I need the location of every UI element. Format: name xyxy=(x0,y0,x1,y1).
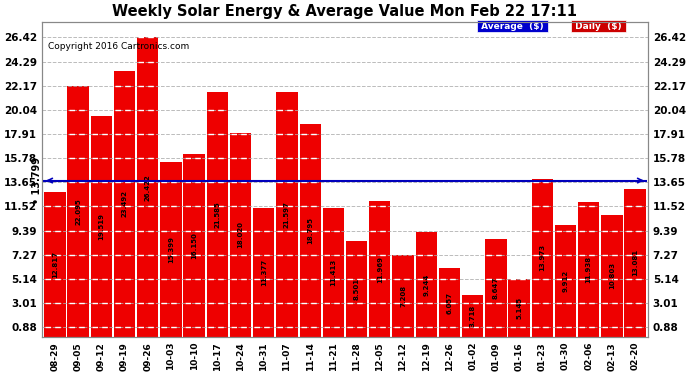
Text: Average  (\$): Average (\$) xyxy=(478,22,547,31)
Bar xyxy=(253,208,275,337)
Bar xyxy=(555,225,576,337)
Text: 21.585: 21.585 xyxy=(215,201,220,228)
Bar xyxy=(90,116,112,337)
Bar xyxy=(184,154,205,337)
Text: 11.938: 11.938 xyxy=(586,256,591,283)
Text: 19.519: 19.519 xyxy=(99,213,104,240)
Bar xyxy=(207,92,228,337)
Text: 18.795: 18.795 xyxy=(307,217,313,244)
Text: 13.973: 13.973 xyxy=(540,244,545,272)
Text: 11.969: 11.969 xyxy=(377,256,383,283)
Text: 26.422: 26.422 xyxy=(145,174,150,201)
Bar xyxy=(137,38,159,337)
Text: 9.244: 9.244 xyxy=(423,273,429,296)
Text: 21.597: 21.597 xyxy=(284,201,290,228)
Text: 16.150: 16.150 xyxy=(191,232,197,259)
Text: 8.501: 8.501 xyxy=(353,278,359,300)
Bar xyxy=(509,279,530,337)
Text: 6.057: 6.057 xyxy=(446,292,453,314)
Title: Weekly Solar Energy & Average Value Mon Feb 22 17:11: Weekly Solar Energy & Average Value Mon … xyxy=(112,4,578,19)
Text: 11.377: 11.377 xyxy=(261,259,267,286)
Bar xyxy=(485,239,506,337)
Bar xyxy=(114,70,135,337)
Text: 13.081: 13.081 xyxy=(632,249,638,276)
Text: • 13.799: • 13.799 xyxy=(32,157,42,204)
Bar xyxy=(346,241,367,337)
Bar xyxy=(415,232,437,337)
Bar xyxy=(601,214,622,337)
Text: 9.912: 9.912 xyxy=(562,270,569,292)
Text: 8.647: 8.647 xyxy=(493,277,499,299)
Bar xyxy=(230,133,251,337)
Bar xyxy=(160,162,181,337)
Text: Copyright 2016 Cartronics.com: Copyright 2016 Cartronics.com xyxy=(48,42,190,51)
Bar xyxy=(393,255,414,337)
Text: 5.145: 5.145 xyxy=(516,297,522,319)
Bar xyxy=(276,92,297,337)
Bar xyxy=(439,268,460,337)
Text: 7.208: 7.208 xyxy=(400,285,406,307)
Text: 10.803: 10.803 xyxy=(609,262,615,290)
Bar xyxy=(624,189,646,337)
Text: 15.399: 15.399 xyxy=(168,236,174,263)
Bar xyxy=(578,202,600,337)
Text: 18.020: 18.020 xyxy=(237,221,244,248)
Bar xyxy=(531,178,553,337)
Bar xyxy=(369,201,391,337)
Bar xyxy=(462,295,483,337)
Text: 22.095: 22.095 xyxy=(75,198,81,225)
Text: 23.492: 23.492 xyxy=(121,190,128,217)
Bar xyxy=(44,192,66,337)
Text: Daily  (\$): Daily (\$) xyxy=(572,22,625,31)
Text: 12.817: 12.817 xyxy=(52,251,58,278)
Text: 3.718: 3.718 xyxy=(470,305,475,327)
Bar xyxy=(323,208,344,337)
Bar xyxy=(68,87,89,337)
Bar xyxy=(299,124,321,337)
Text: 11.413: 11.413 xyxy=(331,259,337,286)
